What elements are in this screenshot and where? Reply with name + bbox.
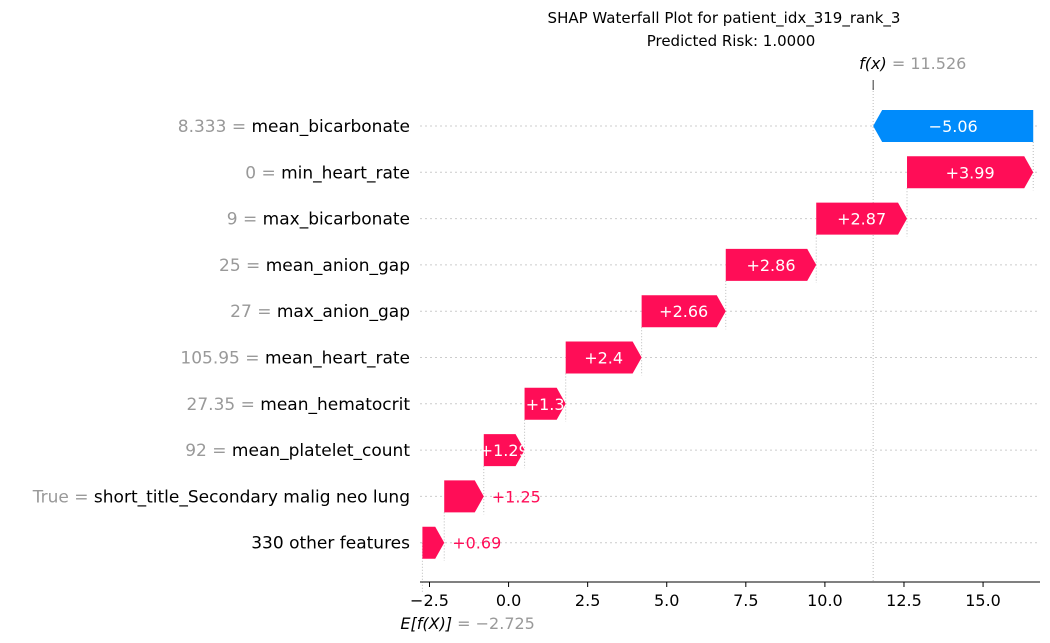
fx-label: f(x) = 11.526 <box>859 54 966 73</box>
fx-symbol: f(x) <box>859 54 892 73</box>
feature-value: 27.35 = <box>187 395 261 415</box>
positive-contribution-bar <box>816 202 908 235</box>
contribution-label: +2.87 <box>837 210 886 229</box>
feature-label: 105.95 = mean_heart_rate <box>180 349 410 369</box>
feature-name: mean_bicarbonate <box>252 117 411 137</box>
base-value-label: E[f(X)] = −2.725 <box>400 614 534 633</box>
feature-name: max_anion_gap <box>277 302 410 322</box>
label-layer: −5.06 +3.99 +2.87 +2.86 +2.66 +2.4 +1.3 +1.29 +1… <box>32 117 995 554</box>
contribution-label: +2.66 <box>659 302 708 321</box>
feature-name: mean_hematocrit <box>260 395 410 415</box>
feature-name: mean_platelet_count <box>232 441 410 461</box>
chart-title: SHAP Waterfall Plot for patient_idx_319_… <box>548 9 901 28</box>
positive-contribution-bar <box>483 434 525 467</box>
contribution-label: +3.99 <box>946 163 995 182</box>
feature-value: 0 = <box>245 163 281 183</box>
feature-name: mean_heart_rate <box>265 349 410 369</box>
feature-value: 25 = <box>219 256 266 276</box>
feature-name: mean_anion_gap <box>266 256 410 276</box>
feature-name: max_bicarbonate <box>263 210 410 230</box>
feature-name: min_heart_rate <box>281 163 410 183</box>
feature-value: 105.95 = <box>180 349 265 369</box>
positive-contribution-bar <box>641 295 726 328</box>
contribution-label: +2.86 <box>746 256 795 275</box>
contribution-label: +1.25 <box>492 487 541 506</box>
x-tick-label: 15.0 <box>965 591 1001 610</box>
contribution-label: +1.29 <box>480 441 529 460</box>
feature-label: 8.333 = mean_bicarbonate <box>178 117 410 137</box>
feature-name: short_title_Secondary malig neo lung <box>94 487 410 507</box>
positive-contribution-bar <box>422 526 445 559</box>
bar-layer <box>422 110 1034 559</box>
positive-contribution-bar <box>524 387 566 420</box>
contribution-label: +2.4 <box>584 349 623 368</box>
contribution-label: +0.69 <box>452 534 501 553</box>
base-symbol: E[f(X)] <box>400 614 457 633</box>
feature-label: True = short_title_Secondary malig neo l… <box>32 487 410 507</box>
grid-layer <box>420 80 1040 582</box>
x-tick-label: 12.5 <box>886 591 922 610</box>
feature-label: 9 = max_bicarbonate <box>227 210 410 230</box>
x-tick-label: 5.0 <box>654 591 679 610</box>
feature-value: 9 = <box>227 210 263 230</box>
feature-label: 0 = min_heart_rate <box>245 163 410 183</box>
axis-layer: −2.5 0.0 2.5 5.0 7.5 10.0 12.5 15.0 f(x) = 11.52… <box>400 54 1040 633</box>
contribution-label: −5.06 <box>929 117 978 136</box>
x-tick-label: 0.0 <box>496 591 521 610</box>
negative-contribution-bar <box>873 110 1034 142</box>
contribution-label: +1.3 <box>526 395 565 414</box>
connector-layer <box>421 142 1034 592</box>
positive-contribution-bar <box>907 156 1034 189</box>
chart-subtitle: Predicted Risk: 1.0000 <box>647 32 816 50</box>
feature-value: True = <box>32 487 94 507</box>
x-tick-label: 7.5 <box>733 591 758 610</box>
feature-label: 25 = mean_anion_gap <box>219 256 410 276</box>
x-tick-label: −2.5 <box>410 591 449 610</box>
feature-name: 330 other features <box>251 534 410 554</box>
feature-label: 330 other features <box>251 534 410 554</box>
feature-label: 27 = max_anion_gap <box>230 302 410 322</box>
feature-label: 27.35 = mean_hematocrit <box>187 395 411 415</box>
feature-label: 92 = mean_platelet_count <box>185 441 410 461</box>
base-value: = −2.725 <box>457 614 535 633</box>
x-tick-label: 10.0 <box>807 591 843 610</box>
feature-value: 27 = <box>230 302 277 322</box>
x-tick-label: 2.5 <box>575 591 600 610</box>
feature-value: 92 = <box>185 441 232 461</box>
positive-contribution-bar <box>565 341 642 374</box>
feature-value: 8.333 = <box>178 117 252 137</box>
positive-contribution-bar <box>725 248 817 281</box>
fx-value: = 11.526 <box>892 54 966 73</box>
positive-contribution-bar <box>444 480 484 513</box>
